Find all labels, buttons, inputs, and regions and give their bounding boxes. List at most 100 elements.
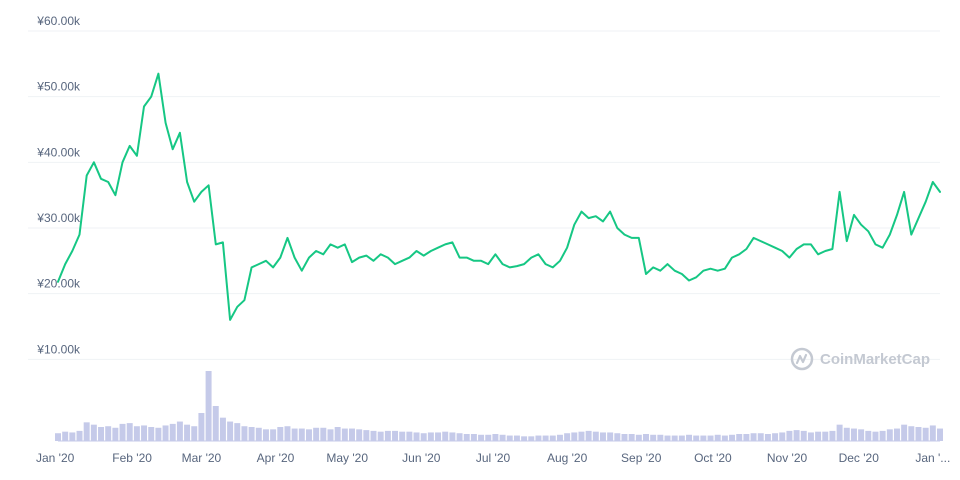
volume-bar-80 xyxy=(628,434,635,441)
volume-bar-85 xyxy=(664,435,671,441)
volume-bar-88 xyxy=(686,434,693,441)
volume-bar-57 xyxy=(463,434,470,441)
volume-bar-17 xyxy=(176,421,183,441)
volume-bar-8 xyxy=(112,427,119,441)
volume-bar-62 xyxy=(499,434,506,441)
volume-bar-42 xyxy=(356,429,363,441)
volume-bar-48 xyxy=(399,431,406,441)
volume-bar-103 xyxy=(793,430,800,441)
volume-bar-113 xyxy=(865,430,872,441)
y-tick-label-1: ¥20.00k xyxy=(36,277,81,291)
volume-bar-119 xyxy=(908,426,915,441)
volume-bar-108 xyxy=(829,430,836,441)
volume-bar-97 xyxy=(750,433,757,441)
x-tick-label-12: Jan '... xyxy=(915,451,950,465)
volume-bar-7 xyxy=(105,426,112,441)
volume-bar-5 xyxy=(90,424,97,441)
volume-bar-13 xyxy=(148,427,155,441)
volume-bar-28 xyxy=(255,427,262,441)
volume-bar-60 xyxy=(485,434,492,441)
volume-bar-1 xyxy=(62,431,69,441)
volume-bar-20 xyxy=(198,413,205,441)
volume-bar-50 xyxy=(413,432,420,441)
volume-bar-43 xyxy=(363,430,370,441)
volume-bar-55 xyxy=(449,432,456,441)
volume-bar-30 xyxy=(270,429,277,441)
volume-bar-82 xyxy=(643,434,649,441)
volume-bar-74 xyxy=(585,430,592,441)
x-tick-label-9: Oct '20 xyxy=(694,451,732,465)
watermark-text: CoinMarketCap xyxy=(820,351,930,368)
x-tick-label-10: Nov '20 xyxy=(767,451,808,465)
volume-bar-110 xyxy=(843,427,850,441)
x-tick-label-7: Aug '20 xyxy=(547,451,588,465)
volume-bar-29 xyxy=(262,429,269,441)
volume-bar-68 xyxy=(542,435,549,441)
volume-bar-47 xyxy=(392,430,399,441)
volume-bar-102 xyxy=(786,430,793,441)
volume-bar-95 xyxy=(736,434,743,441)
volume-bar-101 xyxy=(779,432,786,441)
volume-bar-73 xyxy=(578,431,585,441)
volume-bar-49 xyxy=(406,431,413,441)
volume-bar-11 xyxy=(133,426,140,441)
volume-bar-79 xyxy=(621,434,628,441)
x-axis-labels: Jan '20 Feb '20 Mar '20 Apr '20 May '20 Jun '… xyxy=(36,451,950,465)
volume-bar-66 xyxy=(528,436,535,441)
volume-bar-10 xyxy=(126,423,133,441)
volume-bar-27 xyxy=(248,427,255,441)
volume-bar-91 xyxy=(707,435,714,441)
volume-bar-78 xyxy=(614,433,621,441)
volume-bar-76 xyxy=(599,432,606,441)
volume-bar-12 xyxy=(141,425,148,441)
x-tick-label-11: Dec '20 xyxy=(839,451,880,465)
volume-bar-34 xyxy=(298,428,305,441)
x-tick-label-4: May '20 xyxy=(326,451,368,465)
watermark: CoinMarketCap xyxy=(790,347,930,371)
volume-bar-24 xyxy=(227,421,234,441)
volume-bar-35 xyxy=(305,429,312,441)
volume-bar-19 xyxy=(191,426,198,441)
volume-bar-75 xyxy=(592,431,599,441)
volume-bar-105 xyxy=(807,432,814,441)
y-axis-labels: ¥10.00k ¥20.00k ¥30.00k ¥40.00k ¥50.00k ¥60.0… xyxy=(36,14,81,356)
volume-bar-112 xyxy=(858,429,865,441)
volume-bar-18 xyxy=(184,424,191,441)
y-tick-label-5: ¥60.00k xyxy=(36,14,81,28)
volume-bar-77 xyxy=(607,432,614,441)
volume-bar-71 xyxy=(564,433,571,441)
volume-bar-72 xyxy=(571,432,578,441)
volume-bar-26 xyxy=(241,426,248,441)
volume-bar-44 xyxy=(370,430,377,441)
gridlines xyxy=(28,30,940,360)
volume-bar-65 xyxy=(521,436,528,441)
volume-bar-53 xyxy=(435,432,442,441)
x-tick-label-5: Jun '20 xyxy=(402,451,441,465)
volume-bar-67 xyxy=(535,435,542,441)
volume-bar-90 xyxy=(700,435,707,441)
volume-bar-89 xyxy=(693,435,700,441)
volume-bar-51 xyxy=(420,433,427,441)
volume-bar-118 xyxy=(901,424,908,441)
volume-bar-121 xyxy=(922,427,929,441)
volume-bar-37 xyxy=(320,427,327,441)
x-tick-label-8: Sep '20 xyxy=(621,451,662,465)
volume-bar-104 xyxy=(800,430,807,441)
volume-bar-21 xyxy=(205,371,212,441)
volume-bar-99 xyxy=(764,434,771,441)
volume-bar-87 xyxy=(678,435,685,441)
volume-bar-31 xyxy=(277,427,284,441)
volume-bar-40 xyxy=(341,428,348,441)
volume-bar-0 xyxy=(55,433,61,441)
volume-bar-64 xyxy=(513,435,520,441)
volume-bar-70 xyxy=(556,434,563,441)
y-tick-label-0: ¥10.00k xyxy=(36,342,81,356)
volume-bar-16 xyxy=(169,423,176,441)
x-tick-label-1: Feb '20 xyxy=(112,451,152,465)
volume-bar-4 xyxy=(83,422,90,441)
volume-bar-106 xyxy=(815,431,822,441)
volume-bar-38 xyxy=(327,429,334,441)
y-tick-label-2: ¥30.00k xyxy=(36,211,81,225)
